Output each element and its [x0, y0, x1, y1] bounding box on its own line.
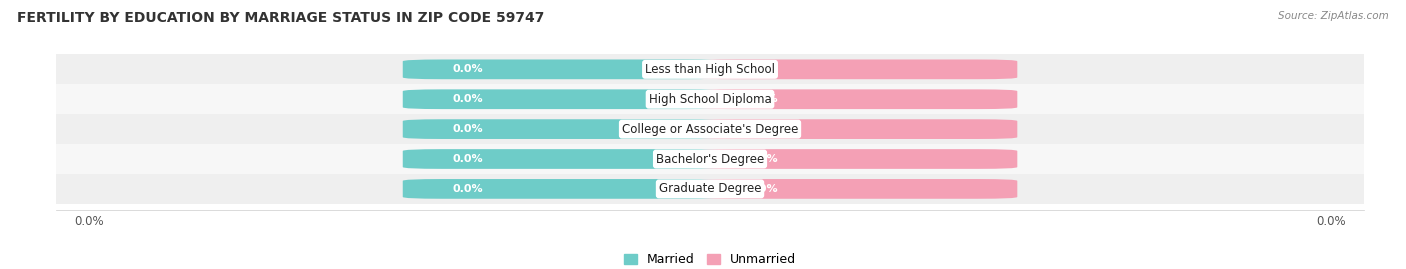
Text: 0.0%: 0.0% — [453, 154, 484, 164]
FancyBboxPatch shape — [697, 149, 1018, 169]
Text: 0.0%: 0.0% — [747, 184, 778, 194]
Text: 0.0%: 0.0% — [453, 184, 484, 194]
FancyBboxPatch shape — [402, 149, 723, 169]
Text: High School Diploma: High School Diploma — [648, 93, 772, 106]
FancyBboxPatch shape — [402, 59, 723, 79]
Legend: Married, Unmarried: Married, Unmarried — [619, 248, 801, 269]
Text: 0.0%: 0.0% — [747, 124, 778, 134]
Text: 0.0%: 0.0% — [453, 64, 484, 74]
FancyBboxPatch shape — [697, 59, 1018, 79]
Text: College or Associate's Degree: College or Associate's Degree — [621, 123, 799, 136]
Text: FERTILITY BY EDUCATION BY MARRIAGE STATUS IN ZIP CODE 59747: FERTILITY BY EDUCATION BY MARRIAGE STATU… — [17, 11, 544, 25]
Text: 0.0%: 0.0% — [747, 94, 778, 104]
FancyBboxPatch shape — [402, 179, 723, 199]
Text: Source: ZipAtlas.com: Source: ZipAtlas.com — [1278, 11, 1389, 21]
Text: 0.0%: 0.0% — [453, 94, 484, 104]
Bar — [56, 114, 1364, 144]
FancyBboxPatch shape — [402, 119, 723, 139]
FancyBboxPatch shape — [697, 119, 1018, 139]
Bar — [56, 144, 1364, 174]
Text: 0.0%: 0.0% — [453, 124, 484, 134]
Text: 0.0%: 0.0% — [747, 154, 778, 164]
Text: Bachelor's Degree: Bachelor's Degree — [657, 153, 763, 165]
FancyBboxPatch shape — [402, 89, 723, 109]
Text: 0.0%: 0.0% — [747, 64, 778, 74]
Bar — [56, 174, 1364, 204]
Bar — [56, 84, 1364, 114]
Bar — [56, 54, 1364, 84]
FancyBboxPatch shape — [697, 179, 1018, 199]
FancyBboxPatch shape — [697, 89, 1018, 109]
Text: Less than High School: Less than High School — [645, 63, 775, 76]
Text: Graduate Degree: Graduate Degree — [659, 182, 761, 195]
